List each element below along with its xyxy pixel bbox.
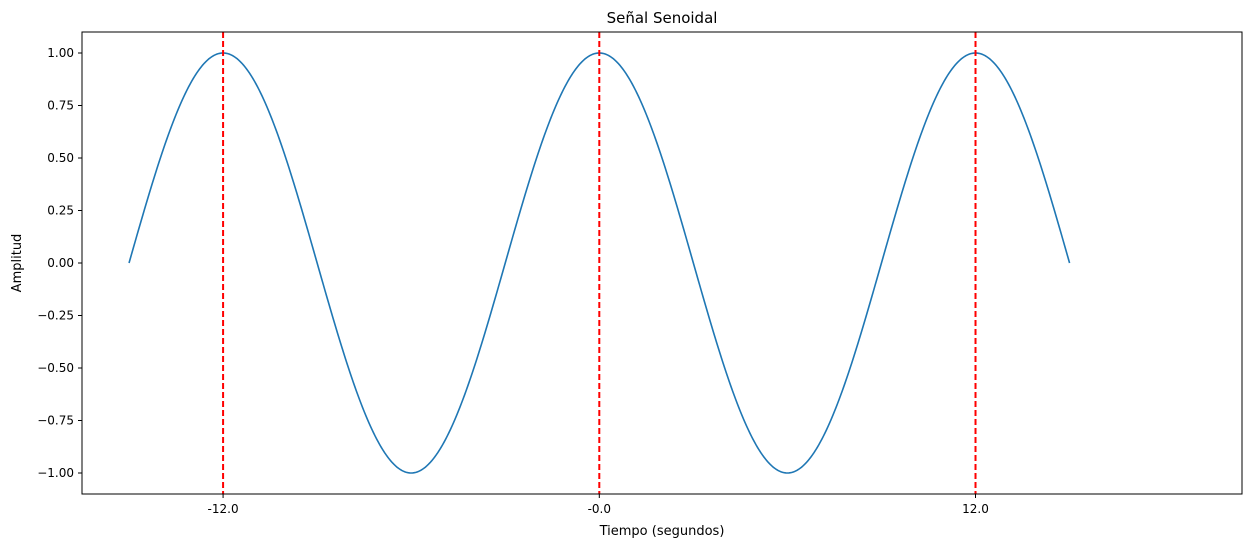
chart-title: Señal Senoidal bbox=[607, 9, 718, 27]
y-tick-label: 0.75 bbox=[47, 99, 74, 113]
y-tick-label: −1.00 bbox=[37, 466, 74, 480]
plot-area bbox=[128, 32, 1071, 494]
x-axis-label: Tiempo (segundos) bbox=[599, 524, 725, 539]
y-tick-label: 0.00 bbox=[47, 256, 74, 270]
y-tick-label: −0.50 bbox=[37, 361, 74, 375]
y-tick-label: 0.50 bbox=[47, 151, 74, 165]
x-axis: -12.0 -0.0 12.0 bbox=[208, 494, 989, 516]
y-tick-label: −0.25 bbox=[37, 309, 74, 323]
plot-frame bbox=[81, 31, 1243, 495]
y-axis-label: Amplitud bbox=[10, 234, 25, 293]
x-tick-label: 12.0 bbox=[962, 502, 989, 516]
y-tick-label: 0.25 bbox=[47, 204, 74, 218]
x-tick-label: -12.0 bbox=[208, 502, 239, 516]
y-axis: 1.00 0.75 0.50 0.25 0.00 −0.25 −0.50 −0.75 −1.00 bbox=[37, 46, 82, 480]
y-tick-label: 1.00 bbox=[47, 46, 74, 60]
y-tick-label: −0.75 bbox=[37, 414, 74, 428]
x-tick-label: -0.0 bbox=[588, 502, 611, 516]
